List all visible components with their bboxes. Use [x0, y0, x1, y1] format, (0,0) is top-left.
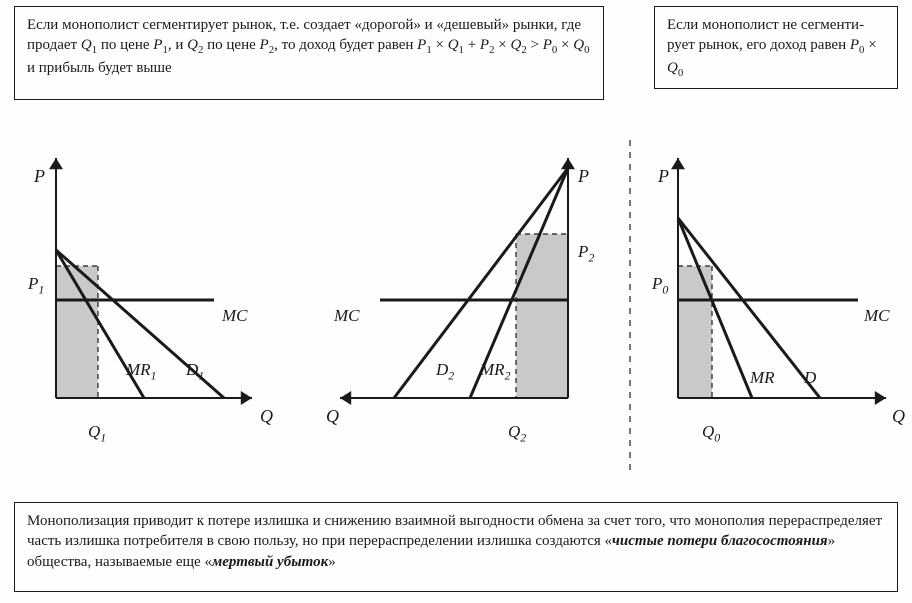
- chart-expensive-market: PQMCP2Q2D2MR2: [320, 150, 610, 440]
- chart-cheap-market: PQMCP1Q1D1MR1: [14, 150, 294, 440]
- chart-unsegmented-market: PQMCP0Q0DMR: [648, 150, 908, 440]
